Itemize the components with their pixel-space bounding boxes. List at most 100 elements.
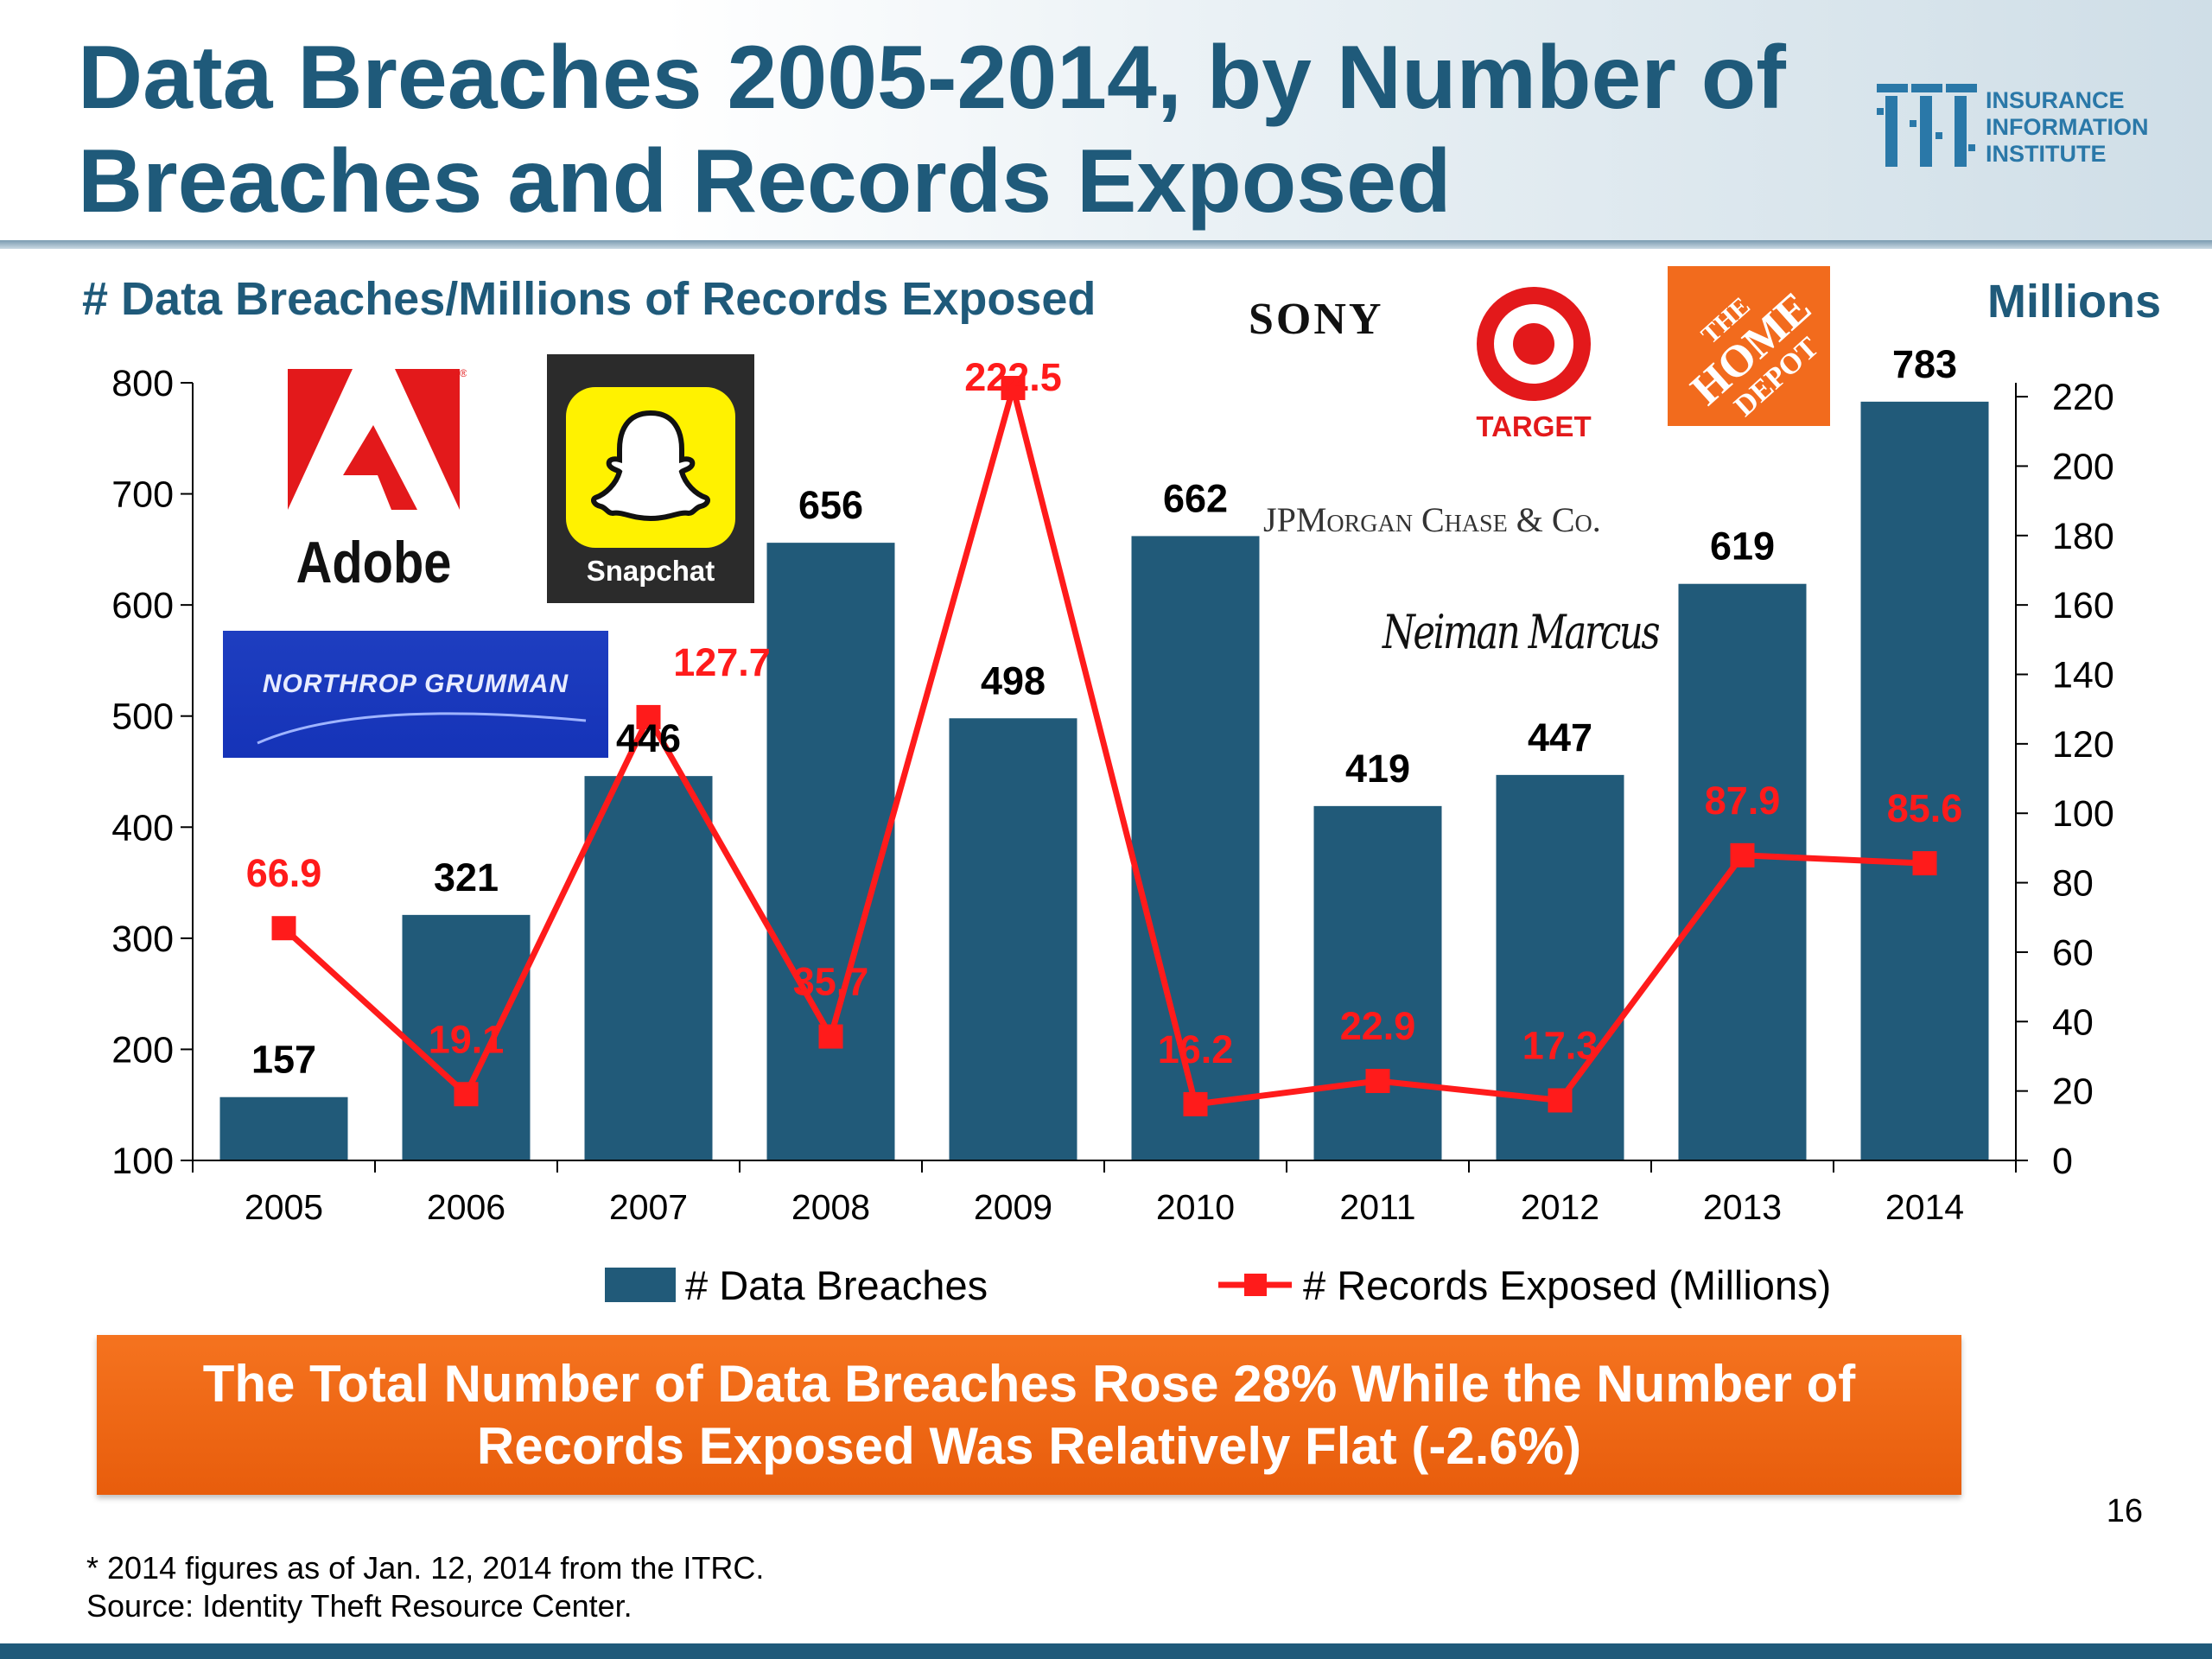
y-left-tick-label: 400: [111, 807, 174, 849]
y-right-tick-label: 180: [2052, 516, 2114, 557]
callout-banner: The Total Number of Data Breaches Rose 2…: [97, 1335, 1961, 1495]
x-tick-label: 2008: [791, 1187, 870, 1227]
line-value-label: 127.7: [673, 640, 771, 684]
y-right-tick-label: 220: [2052, 377, 2114, 418]
bar-2008: [766, 543, 895, 1160]
bar-value-label: 619: [1710, 524, 1775, 569]
bar-value-label: 419: [1345, 747, 1410, 791]
logo-line-3: INSTITUTE: [1986, 141, 2107, 167]
bar-2010: [1131, 536, 1260, 1160]
adobe-wordmark: Adobe: [296, 530, 452, 595]
y-left-tick-label: 500: [111, 696, 174, 738]
records-marker-2013: [1730, 842, 1755, 868]
records-marker-2012: [1548, 1088, 1573, 1113]
header-band: [0, 0, 2212, 246]
y-left-tick-label: 700: [111, 474, 174, 516]
footnote: * 2014 figures as of Jan. 12, 2014 from …: [86, 1549, 764, 1625]
bar-value-label: 662: [1163, 476, 1228, 520]
bar-value-label: 447: [1528, 715, 1592, 760]
line-value-label: 17.3: [1522, 1023, 1599, 1067]
bar-value-label: 783: [1892, 342, 1957, 386]
x-tick-label: 2007: [609, 1187, 688, 1227]
bar-value-label: 498: [981, 658, 1046, 702]
x-tick-label: 2014: [1885, 1187, 1964, 1227]
records-marker-2011: [1365, 1068, 1390, 1093]
bar-2007: [584, 776, 713, 1160]
logo-line-1: INSURANCE: [1986, 87, 2125, 113]
bar-2011: [1313, 805, 1442, 1160]
x-tick-label: 2005: [245, 1187, 323, 1227]
bar-value-label: 446: [616, 716, 681, 760]
y-right-tick-label: 100: [2052, 793, 2114, 835]
line-value-label: 222.5: [964, 355, 1062, 399]
x-tick-label: 2011: [1339, 1187, 1415, 1227]
x-tick-label: 2009: [974, 1187, 1052, 1227]
jpmorgan-chase-logo: JPMorgan Chase & Co.: [1263, 500, 1601, 539]
northrop-grumman-label: NORTHROP GRUMMAN: [262, 670, 569, 698]
snapchat-logo: Snapchat: [547, 354, 754, 603]
footnote-line-2: Source: Identity Theft Resource Center.: [86, 1588, 632, 1624]
target-logo: TARGET: [1452, 285, 1616, 449]
header-rule: [0, 240, 2212, 249]
logo-line-2: INFORMATION: [1986, 114, 2149, 140]
x-tick-label: 2013: [1703, 1187, 1782, 1227]
x-tick-label: 2010: [1156, 1187, 1235, 1227]
bar-2014: [1860, 401, 1989, 1160]
y-left-tick-label: 200: [111, 1029, 174, 1071]
right-axis-unit-label: Millions: [1987, 276, 2161, 327]
bar-value-label: 656: [798, 483, 863, 527]
svg-text:®: ®: [460, 367, 467, 379]
y-right-tick-label: 80: [2052, 863, 2094, 905]
records-marker-2006: [454, 1082, 479, 1107]
y-right-tick-label: 160: [2052, 585, 2114, 626]
bar-value-label: 157: [251, 1038, 316, 1082]
y-right-tick-label: 140: [2052, 655, 2114, 696]
records-marker-2008: [818, 1024, 843, 1049]
y-right-tick-label: 60: [2052, 932, 2094, 974]
records-marker-2010: [1183, 1091, 1208, 1116]
bar-2005: [219, 1096, 348, 1160]
records-marker-2014: [1912, 851, 1937, 876]
y-left-tick-label: 800: [111, 363, 174, 404]
adobe-logo: ® Adobe: [281, 365, 467, 602]
snapchat-label: Snapchat: [586, 555, 715, 587]
y-right-tick-label: 40: [2052, 1001, 2094, 1043]
line-value-label: 87.9: [1705, 779, 1781, 823]
legend-bar-swatch: [605, 1268, 676, 1302]
sony-logo: SONY: [1249, 295, 1384, 344]
legend-line-label: # Records Exposed (Millions): [1303, 1262, 1831, 1308]
x-tick-label: 2006: [427, 1187, 505, 1227]
northrop-swoosh-icon: [257, 712, 587, 745]
y-left-tick-label: 600: [111, 585, 174, 626]
line-value-label: 16.2: [1158, 1027, 1234, 1071]
records-marker-2005: [271, 916, 296, 941]
y-left-tick-label: 100: [111, 1141, 174, 1182]
bar-value-label: 321: [434, 855, 499, 899]
footnote-line-1: * 2014 figures as of Jan. 12, 2014 from …: [86, 1550, 765, 1586]
snapchat-icon: [566, 387, 735, 548]
y-right-tick-label: 0: [2052, 1141, 2073, 1182]
records-exposed-line: [282, 376, 1925, 1108]
x-tick-label: 2012: [1521, 1187, 1599, 1227]
neiman-marcus-logo: Neiman Marcus: [1382, 605, 1660, 659]
records-marker-2009: [1001, 376, 1026, 401]
records-marker-2007: [636, 704, 661, 729]
legend-line-marker: [1244, 1274, 1267, 1296]
y-right-tick-label: 200: [2052, 446, 2114, 487]
page-number: 16: [2106, 1493, 2143, 1529]
northrop-grumman-logo: NORTHROP GRUMMAN: [223, 631, 608, 758]
iii-logo: INSURANCE INFORMATION INSTITUTE: [1875, 82, 2186, 168]
page-title: Data Breaches 2005-2014, by Number of Br…: [78, 28, 1786, 232]
target-label: TARGET: [1476, 410, 1592, 442]
y-right-tick-label: 120: [2052, 724, 2114, 766]
target-bullseye-icon: [1477, 287, 1591, 401]
bar-2013: [1678, 583, 1807, 1160]
home-depot-logo: THE HOME DEPOT: [1668, 266, 1830, 426]
line-value-label: 19.1: [429, 1017, 505, 1061]
adobe-icon: ®: [288, 367, 467, 510]
y-left-tick-label: 300: [111, 918, 174, 960]
chart-subtitle: # Data Breaches/Millions of Records Expo…: [82, 273, 1096, 325]
y-right-tick-label: 20: [2052, 1071, 2094, 1113]
bar-2006: [402, 914, 531, 1160]
